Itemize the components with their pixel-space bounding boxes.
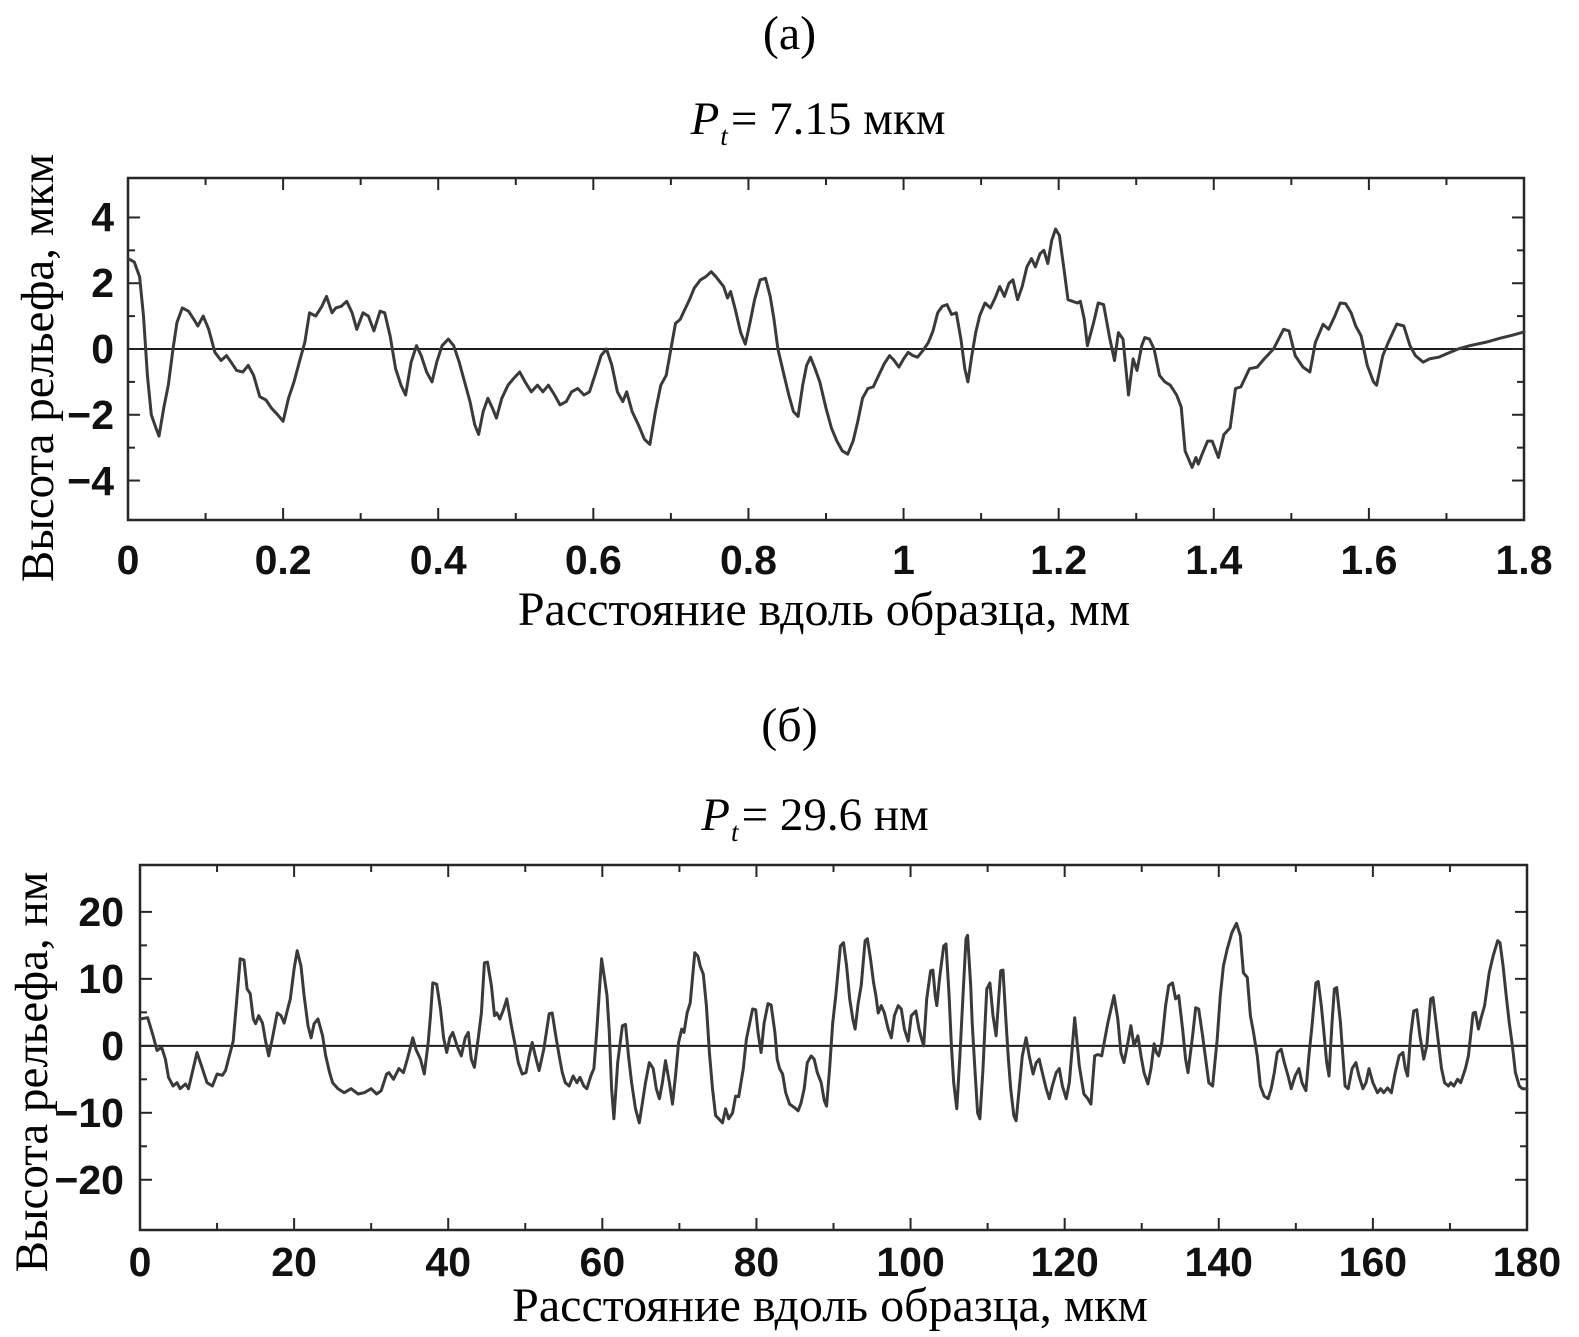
- chart-a-x-axis-label: Расстояние вдоль образца, мм: [517, 583, 1131, 636]
- chart-b-x-tick-label: 60: [579, 1239, 626, 1285]
- chart-a-title-symbol: P: [690, 93, 720, 145]
- chart-a-y-tick-label: 0: [91, 326, 114, 372]
- chart-b-y-tick-label: −10: [54, 1089, 124, 1136]
- chart-b-frame: [138, 863, 1529, 1232]
- chart-a-x-tick-label: 1.2: [1030, 537, 1088, 583]
- chart-a-x-tick-label: 0.8: [719, 537, 777, 583]
- chart-a-y-tick-label: 2: [91, 260, 114, 307]
- chart-a-x-tick-label: 1.4: [1185, 537, 1243, 583]
- chart-b-x-tick-label: 100: [876, 1239, 945, 1285]
- chart-b-title: Pt= 29.6 нм: [701, 788, 928, 848]
- chart-b-x-tick-label: 0: [128, 1239, 152, 1285]
- chart-a-x-tick-label: 0.2: [254, 537, 312, 583]
- chart-a-y-tick-label: −2: [67, 391, 114, 438]
- chart-a-title-value: = 7.15 мкм: [730, 93, 946, 145]
- chart-a-x-tick-label: 0.6: [564, 537, 622, 583]
- chart-a-y-tick-label: −4: [67, 457, 114, 504]
- chart-b-title-symbol: P: [701, 789, 730, 841]
- chart-b-x-axis-label: Расстояние вдоль образца, мкм: [512, 1279, 1148, 1332]
- chart-b-title-subscript: t: [730, 817, 739, 848]
- chart-b-y-tick-label: 20: [78, 888, 124, 935]
- chart-a-x-tick-label: 1.6: [1340, 537, 1398, 583]
- chart-a-x-tick-label: 0.4: [409, 537, 467, 583]
- chart-b-x-tick-label: 120: [1030, 1239, 1099, 1285]
- chart-b-y-tick-label: 10: [78, 955, 124, 1002]
- chart-b-x-tick-label: 180: [1492, 1239, 1562, 1285]
- chart-a-title-subscript: t: [720, 121, 728, 152]
- chart-a-x-tick-label: 0: [116, 537, 140, 583]
- chart-a-profile-line: [126, 227, 1526, 469]
- panel-b-label: (б): [761, 699, 818, 752]
- chart-b-profile-line: [138, 921, 1529, 1125]
- chart-b-title-value: = 29.6 нм: [741, 789, 929, 841]
- chart-b-x-tick-label: 140: [1184, 1239, 1253, 1285]
- chart-a-y-tick-label: 4: [91, 194, 114, 241]
- chart-a-x-tick-label: 1: [892, 537, 915, 583]
- chart-b-y-tick-label: 0: [101, 1022, 124, 1069]
- chart-b-x-tick-label: 80: [733, 1239, 780, 1285]
- chart-a-title: Pt= 7.15 мкм: [691, 92, 946, 152]
- chart-a-x-tick-label: 1.8: [1495, 537, 1553, 583]
- chart-b-y-tick-label: −20: [54, 1156, 124, 1203]
- chart-b-x-tick-label: 160: [1338, 1239, 1408, 1285]
- chart-b-x-tick-label: 20: [271, 1239, 317, 1285]
- panel-a-label: (а): [762, 7, 817, 60]
- chart-b-x-tick-label: 40: [425, 1239, 472, 1285]
